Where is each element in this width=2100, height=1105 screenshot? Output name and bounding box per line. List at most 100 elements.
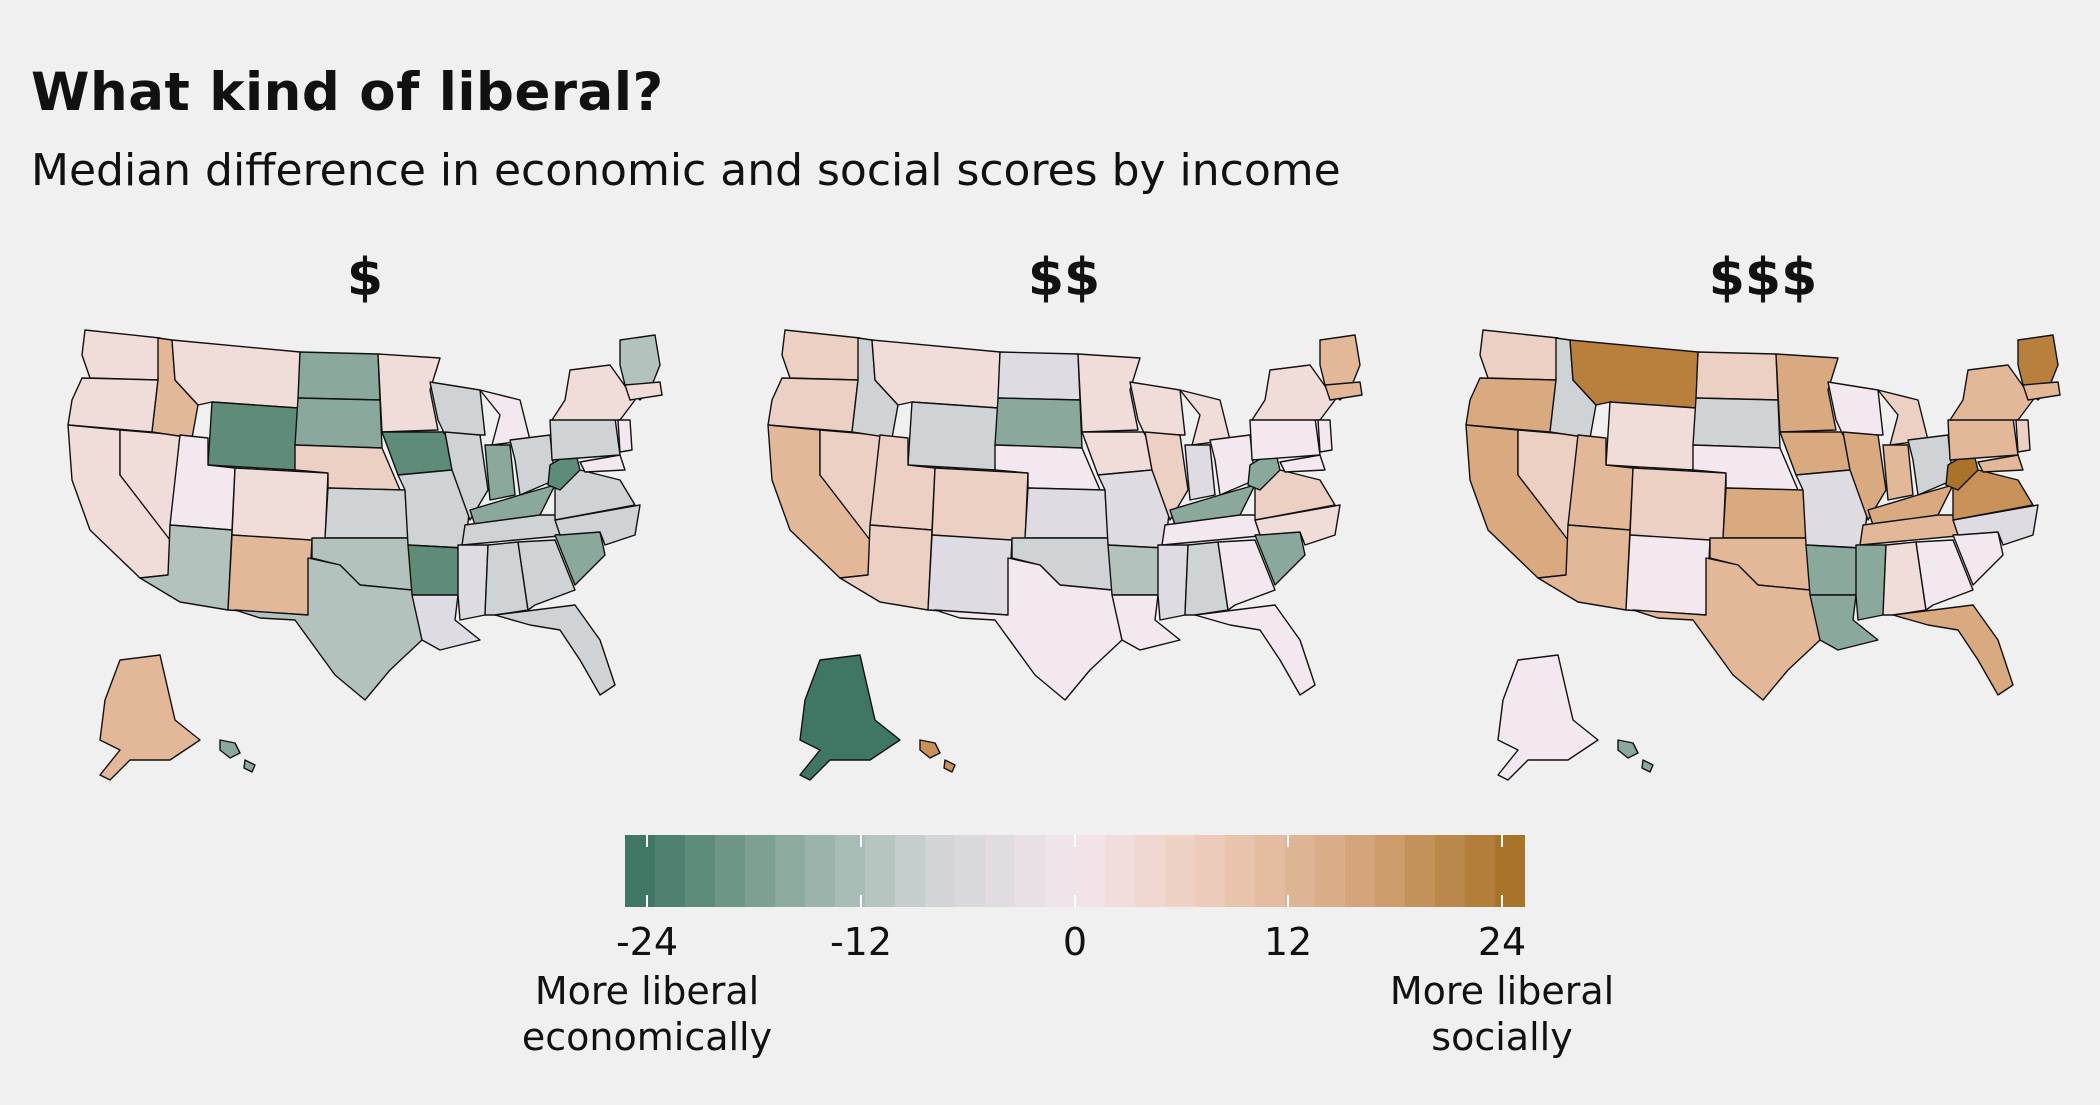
legend-color-band (985, 835, 1016, 907)
state-ky (1169, 484, 1256, 526)
legend-tick-24: 24 (1477, 920, 1527, 964)
state-nm (927, 534, 1013, 616)
legend-low-label-line2: economically (521, 1015, 773, 1059)
legend-color-band (1045, 835, 1076, 907)
legend-color-band (1015, 835, 1046, 907)
state-ky (1867, 484, 1954, 526)
us-map-mid-income (767, 329, 1363, 781)
state-il (1144, 431, 1189, 521)
legend-color-band (1375, 835, 1406, 907)
state-ky (469, 484, 556, 526)
state-ms (1157, 544, 1189, 621)
state-wi (1129, 381, 1186, 436)
state-co (931, 467, 1029, 543)
state-in (1184, 444, 1216, 501)
state-pa (1249, 417, 1321, 461)
legend-tick-12: 12 (1263, 920, 1313, 964)
legend-color-band (805, 835, 836, 907)
state-hi (1617, 739, 1654, 773)
state-ak (1497, 654, 1599, 781)
state-nc (1254, 504, 1341, 546)
state-hi (219, 739, 256, 773)
legend-color-band (685, 835, 716, 907)
legend-color-band (1315, 835, 1346, 907)
state-ak (799, 654, 901, 781)
state-ga (1217, 539, 1276, 611)
panel-label-high-income: $$$ (1708, 248, 1818, 308)
legend-color-band (1465, 835, 1496, 907)
state-ga (1915, 539, 1974, 611)
state-ia (1779, 431, 1851, 476)
state-ak (99, 654, 201, 781)
state-co (231, 467, 329, 543)
state-wy (207, 401, 299, 471)
state-oh (1907, 434, 1954, 496)
state-ma (1324, 381, 1363, 401)
legend-low-label-line1: More liberal (534, 969, 760, 1013)
state-ga (517, 539, 576, 611)
legend-color-band (625, 835, 656, 907)
state-mn (1775, 353, 1839, 433)
state-mn (377, 353, 441, 433)
state-tx (1632, 557, 1821, 701)
legend-color-band (1255, 835, 1286, 907)
state-or (67, 377, 159, 433)
legend-color-band (1165, 835, 1196, 907)
legend-high-label-line1: More liberal (1389, 969, 1615, 1013)
state-wy (1605, 401, 1697, 471)
legend-color-band (925, 835, 956, 907)
panel-label-low-income: $ (346, 248, 384, 308)
state-wa (1479, 329, 1559, 381)
state-ia (381, 431, 453, 476)
state-mi (479, 389, 531, 446)
state-nj (617, 419, 633, 453)
state-or (1465, 377, 1557, 433)
state-fl (1194, 604, 1316, 696)
chart-subtitle: Median difference in economic and social… (31, 145, 1341, 196)
legend-color-band (655, 835, 686, 907)
state-ar (1805, 544, 1861, 596)
state-ma (2022, 381, 2061, 401)
legend-color-band (1105, 835, 1136, 907)
legend-color-band (745, 835, 776, 907)
state-or (767, 377, 859, 433)
legend-color-band (865, 835, 896, 907)
state-ks (1024, 487, 1109, 539)
state-mt (1569, 339, 1699, 409)
state-co (1629, 467, 1727, 543)
state-ms (457, 544, 489, 621)
state-il (1842, 431, 1887, 521)
us-map-low-income (67, 329, 663, 781)
legend-color-band (1075, 835, 1106, 907)
legend-color-band (1495, 835, 1525, 907)
legend-color-band (715, 835, 746, 907)
state-mn (1077, 353, 1141, 433)
legend-tick-minus-12: -12 (829, 920, 893, 964)
legend-color-band (1195, 835, 1226, 907)
state-pa (549, 417, 621, 461)
legend-color-band (955, 835, 986, 907)
legend-high-label: More liberal socially (1390, 968, 1614, 1060)
legend-color-band (1435, 835, 1466, 907)
state-wa (781, 329, 861, 381)
legend-color-band (1345, 835, 1376, 907)
legend-low-label: More liberal economically (522, 968, 772, 1060)
state-nm (1625, 534, 1711, 616)
state-tx (234, 557, 423, 701)
state-fl (494, 604, 616, 696)
state-wi (429, 381, 486, 436)
state-nm (227, 534, 313, 616)
legend-color-bar (625, 835, 1525, 907)
state-sd (294, 397, 383, 449)
state-sd (994, 397, 1083, 449)
state-in (1882, 444, 1914, 501)
state-sd (1692, 397, 1781, 449)
state-md (1279, 454, 1326, 473)
panel-label-mid-income: $$ (1027, 248, 1101, 308)
state-ks (1722, 487, 1807, 539)
state-md (1977, 454, 2024, 473)
state-mi (1179, 389, 1231, 446)
legend-color-band (1285, 835, 1316, 907)
state-wy (907, 401, 999, 471)
